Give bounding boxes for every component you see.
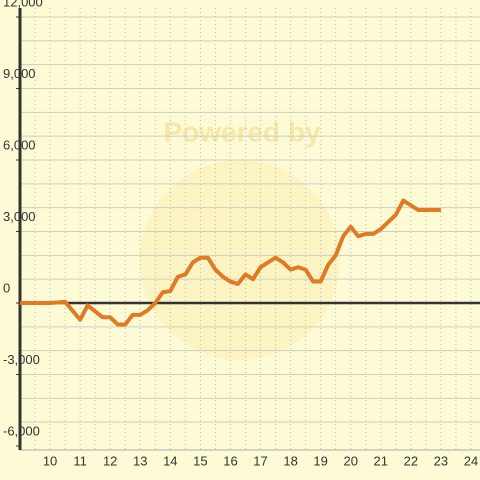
watermark-logo	[140, 160, 340, 360]
x-tick-label: 22	[404, 453, 418, 468]
x-tick-label: 21	[374, 453, 388, 468]
x-tick-label: 13	[133, 453, 147, 468]
x-tick-label: 18	[283, 453, 297, 468]
x-tick-label: 11	[73, 453, 87, 468]
x-tick-label: 23	[434, 453, 448, 468]
x-tick-label: 20	[343, 453, 357, 468]
data-line	[20, 198, 441, 327]
x-tick-label: 14	[163, 453, 177, 468]
x-tick-label: 19	[313, 453, 327, 468]
x-tick-label: 24	[464, 453, 478, 468]
x-tick-label: 12	[103, 453, 117, 468]
watermark: Powered by	[163, 116, 321, 147]
x-tick-label: 15	[193, 453, 207, 468]
x-tick-label: 17	[253, 453, 267, 468]
x-tick-label: 10	[43, 453, 57, 468]
y-tick-label: 0	[3, 280, 10, 295]
y-tick-label: 12,000	[3, 0, 43, 9]
x-tick-label: 16	[223, 453, 237, 468]
